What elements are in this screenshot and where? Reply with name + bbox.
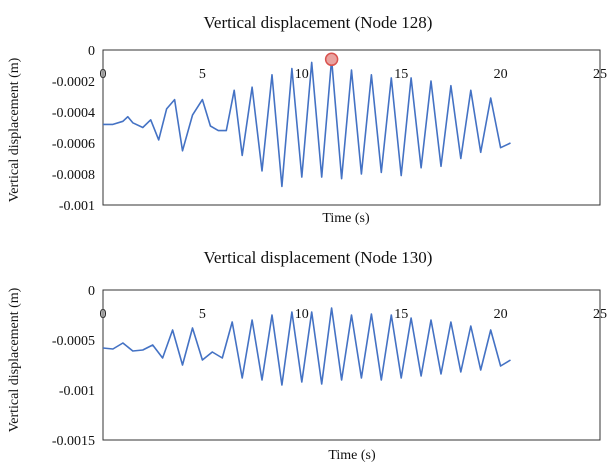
x-tick-label: 20 <box>494 67 508 82</box>
y-tick-label: -0.0006 <box>52 137 95 152</box>
x-axis-label: Time (s) <box>322 211 370 226</box>
x-tick-labels: 0 5 10 15 20 25 <box>100 67 608 82</box>
y-tick-label: -0.001 <box>59 199 95 214</box>
y-tick-label: 0 <box>88 44 95 59</box>
y-tick-label: -0.0004 <box>52 106 95 121</box>
y-tick-label: 0 <box>88 284 95 299</box>
x-tick-label: 0 <box>100 67 107 82</box>
x-tick-label: 15 <box>394 307 408 322</box>
plot-area <box>102 289 601 441</box>
y-tick-label: -0.0008 <box>52 168 95 183</box>
chart-title: Vertical displacement (Node 130) <box>204 248 433 267</box>
highlight-marker <box>324 52 339 67</box>
x-tick-label: 15 <box>394 67 408 82</box>
x-tick-label: 10 <box>295 307 309 322</box>
y-tick-labels: 0 -0.0002 -0.0004 -0.0006 -0.0008 -0.001 <box>52 44 95 214</box>
x-tick-label: 20 <box>494 307 508 322</box>
y-axis-label: Vertical displacement (m) <box>7 57 22 202</box>
y-tick-label: -0.0002 <box>52 75 95 90</box>
chart-node-130: Vertical displacement (Node 130) 0 -0.000… <box>7 248 607 463</box>
x-tick-label: 0 <box>100 307 107 322</box>
x-tick-label: 5 <box>199 67 206 82</box>
x-tick-label: 25 <box>593 307 607 322</box>
x-tick-labels: 0 5 10 15 20 25 <box>100 307 608 322</box>
y-tick-label: -0.0005 <box>52 334 95 349</box>
x-tick-label: 5 <box>199 307 206 322</box>
x-tick-label: 25 <box>593 67 607 82</box>
chart-node-128: Vertical displacement (Node 128) 0 -0.000… <box>7 13 607 226</box>
x-tick-label: 10 <box>295 67 309 82</box>
y-tick-label: -0.001 <box>59 384 95 399</box>
series-line <box>102 307 511 386</box>
plot-area <box>102 49 601 206</box>
y-tick-label: -0.0015 <box>52 434 95 449</box>
y-axis-label: Vertical displacement (m) <box>7 287 22 432</box>
series-line <box>103 58 511 188</box>
y-tick-labels: 0 -0.0005 -0.001 -0.0015 <box>52 284 95 449</box>
x-axis-label: Time (s) <box>328 448 376 463</box>
chart-title: Vertical displacement (Node 128) <box>204 13 433 32</box>
